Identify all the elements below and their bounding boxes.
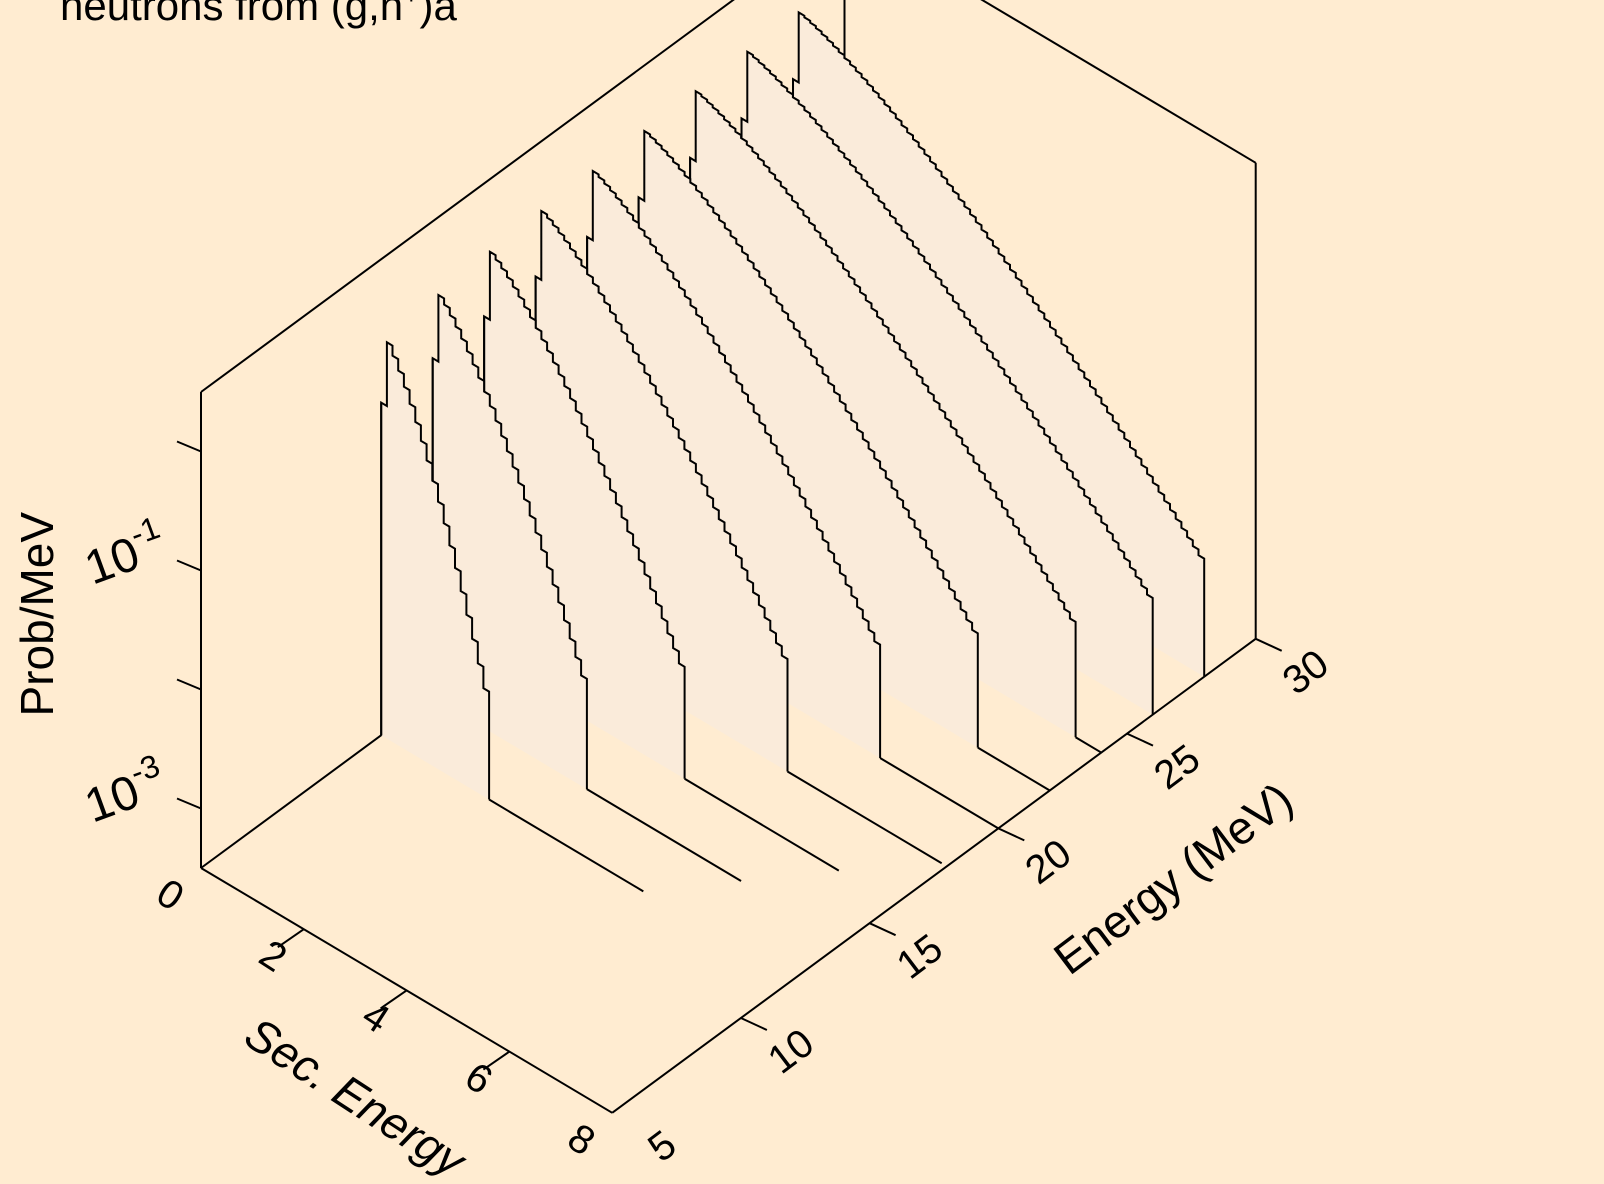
series-layer <box>380 10 1206 893</box>
energy-tick <box>740 1017 768 1031</box>
series-baseline <box>786 770 943 865</box>
top-back-edge <box>200 0 735 393</box>
z-tick <box>176 559 202 572</box>
energy-tick <box>869 922 897 937</box>
series-fill <box>381 342 490 800</box>
series-fill <box>793 12 1205 677</box>
series-fill <box>741 51 1153 715</box>
z-tick <box>176 678 202 691</box>
z-tick <box>176 797 202 810</box>
z-tick <box>176 440 202 453</box>
sec-energy-tick <box>277 928 305 949</box>
series-line <box>483 250 686 779</box>
series-line <box>586 169 882 758</box>
series-baseline <box>1075 736 1102 754</box>
sec-energy-tick <box>380 989 408 1010</box>
energy-tick <box>1126 732 1154 747</box>
z-axis-label: Prob/MeV <box>11 512 63 717</box>
series-line <box>689 89 1077 738</box>
series-baseline <box>977 746 1051 792</box>
series-fill <box>690 91 1076 738</box>
axis-ticks <box>176 440 1283 1071</box>
series-baseline <box>684 777 840 872</box>
series-line <box>534 209 789 772</box>
series-baseline <box>879 757 999 830</box>
series-baseline <box>488 798 644 893</box>
series-line <box>380 340 491 800</box>
top-right-edge <box>980 0 1257 164</box>
energy-axis-line <box>611 637 1257 1114</box>
series-line <box>740 49 1154 715</box>
series-line <box>637 129 979 748</box>
chart-title: neutrons from (g,n+)a <box>60 0 458 29</box>
sec-energy-tick <box>482 1050 510 1071</box>
series-baseline <box>586 788 742 882</box>
series-line <box>792 10 1206 677</box>
energy-tick <box>997 827 1025 842</box>
energy-tick <box>1255 637 1283 652</box>
series-line <box>431 293 588 790</box>
